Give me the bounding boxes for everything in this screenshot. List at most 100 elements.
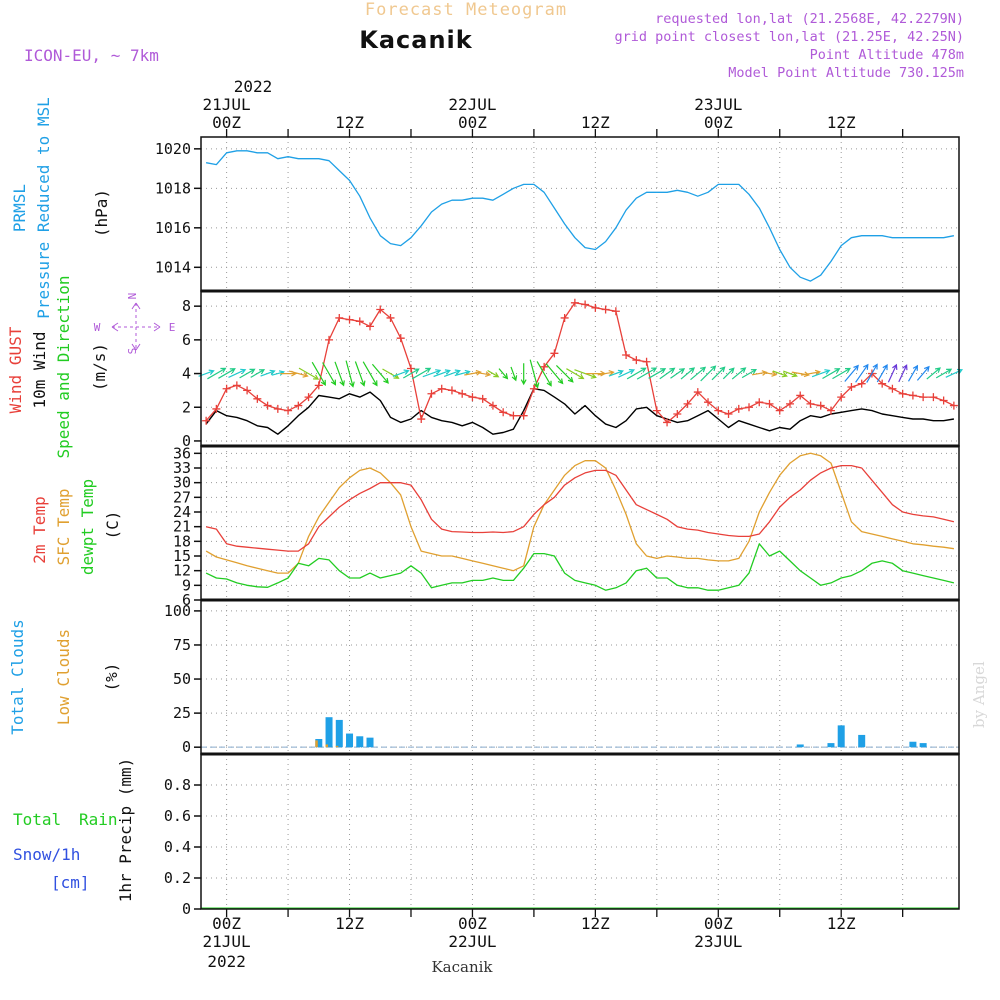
wind-direction-arrow xyxy=(555,364,574,383)
compass-east: E xyxy=(169,321,176,334)
wind-speed-dir-label: Speed and Direction xyxy=(54,275,73,458)
wind-direction-arrow xyxy=(345,360,355,388)
gust-marker xyxy=(704,398,713,407)
gust-marker xyxy=(908,391,917,400)
gust-marker xyxy=(345,315,354,324)
wind-direction-arrow xyxy=(311,361,326,386)
gust-marker xyxy=(796,391,805,400)
y-tick-label: 21 xyxy=(173,518,191,536)
top-date-label: 22JUL xyxy=(448,95,496,114)
wind-direction-arrow xyxy=(711,366,726,381)
gust-marker xyxy=(273,404,282,413)
total-clouds-bar xyxy=(325,717,333,748)
gust-marker xyxy=(683,399,692,408)
temp-sfc-label: SFC Temp xyxy=(54,488,73,565)
total-label: Total xyxy=(13,810,61,829)
sfc-temp-series xyxy=(205,452,954,574)
low-clouds-bar xyxy=(315,740,318,748)
low-clouds-bar xyxy=(335,745,339,748)
gust-marker xyxy=(622,351,631,360)
total-clouds-bar xyxy=(356,736,364,748)
gust-marker xyxy=(601,305,610,314)
gust-marker xyxy=(755,398,764,407)
y-tick-label: 36 xyxy=(173,444,191,462)
wind-direction-arrow xyxy=(741,368,757,379)
wind-direction-arrow xyxy=(443,369,461,377)
gust-marker xyxy=(325,335,334,344)
y-tick-label: 27 xyxy=(173,488,191,506)
wind-direction-arrow xyxy=(608,369,624,377)
gust-marker xyxy=(550,349,559,358)
wind-10m-series xyxy=(205,388,955,435)
wind-direction-arrow xyxy=(529,359,540,389)
precip-unit-label: 1hr Precip (mm) xyxy=(116,758,135,903)
gust-marker xyxy=(529,384,538,393)
total-clouds-bar xyxy=(827,743,835,748)
gust-marker xyxy=(488,401,497,410)
y-tick-label: 15 xyxy=(173,547,191,565)
gust-marker xyxy=(806,399,815,408)
wind-direction-arrow xyxy=(433,369,451,378)
gust-marker xyxy=(202,416,211,425)
y-tick-label: 0.6 xyxy=(164,807,191,825)
wind-direction-arrow xyxy=(520,363,527,386)
gust-marker xyxy=(222,384,231,393)
y-tick-label: 12 xyxy=(173,562,191,580)
total-clouds-bar xyxy=(837,725,845,748)
total-clouds-bar xyxy=(909,741,917,748)
wind-direction-arrow xyxy=(811,369,831,378)
gust-marker xyxy=(898,389,907,398)
wind-direction-arrow xyxy=(887,363,898,383)
top-date-label: 23JUL xyxy=(694,95,742,114)
y-tick-label: 1014 xyxy=(155,258,191,276)
point-altitude: Point Altitude 478m xyxy=(810,47,964,63)
wind-direction-arrow xyxy=(597,370,615,376)
wind-direction-arrow xyxy=(822,368,841,380)
top-hour-label: 12Z xyxy=(827,113,856,132)
wind-direction-arrow xyxy=(680,367,696,380)
temp-2m-series xyxy=(205,464,955,552)
temperature-panel: 2m Temp SFC Temp dewpt Temp (C) 69121518… xyxy=(30,444,959,609)
gust-marker xyxy=(857,379,866,388)
compass-rose: N S W E xyxy=(94,293,176,355)
gust-marker xyxy=(888,384,897,393)
gust-marker xyxy=(294,401,303,410)
top-date-label: 21JUL xyxy=(203,95,251,114)
wind-direction-arrow xyxy=(354,361,366,387)
temp-dewpt-label: dewpt Temp xyxy=(78,479,97,575)
bottom-date-label: 23JUL xyxy=(694,932,742,951)
credit-watermark: by Angel xyxy=(970,661,988,728)
gust-marker xyxy=(519,411,528,420)
gust-marker xyxy=(447,386,456,395)
low-clouds-label: Low Clouds xyxy=(54,629,73,725)
low-clouds-bar xyxy=(325,744,329,748)
top-hour-label: 00Z xyxy=(458,113,487,132)
wind-direction-arrow xyxy=(626,367,647,380)
pressure-panel: PRMSL Pressure Reduced to MSL (hPa) 1014… xyxy=(10,97,959,319)
grid-point-coords: grid point closest lon,lat (21.25E, 42.2… xyxy=(615,29,965,45)
y-tick-label: 30 xyxy=(173,474,191,492)
snow-label: Snow/1h xyxy=(13,845,80,864)
gust-marker xyxy=(724,409,733,418)
y-tick-label: 33 xyxy=(173,459,191,477)
bottom-hour-label: 12Z xyxy=(335,914,364,933)
y-tick-label: 100 xyxy=(164,602,191,620)
gust-marker xyxy=(478,394,487,403)
y-tick-label: 1020 xyxy=(155,140,191,158)
wind-direction-arrow xyxy=(362,361,378,387)
compass-north: N xyxy=(126,293,139,300)
wind-direction-arrow xyxy=(800,369,822,376)
total-clouds-bar xyxy=(315,739,323,748)
gust-marker xyxy=(427,389,436,398)
gust-marker xyxy=(417,415,426,424)
gust-marker xyxy=(693,388,702,397)
requested-coords: requested lon,lat (21.2568E, 42.2279N) xyxy=(655,11,964,27)
gust-marker xyxy=(212,404,221,413)
model-altitude: Model Point Altitude 730.125m xyxy=(728,65,964,81)
wind-direction-arrow xyxy=(487,369,500,378)
bottom-hour-label: 12Z xyxy=(827,914,856,933)
total-clouds-bar xyxy=(346,733,354,748)
compass-west: W xyxy=(94,321,101,334)
wind-direction-arrow xyxy=(907,364,919,382)
